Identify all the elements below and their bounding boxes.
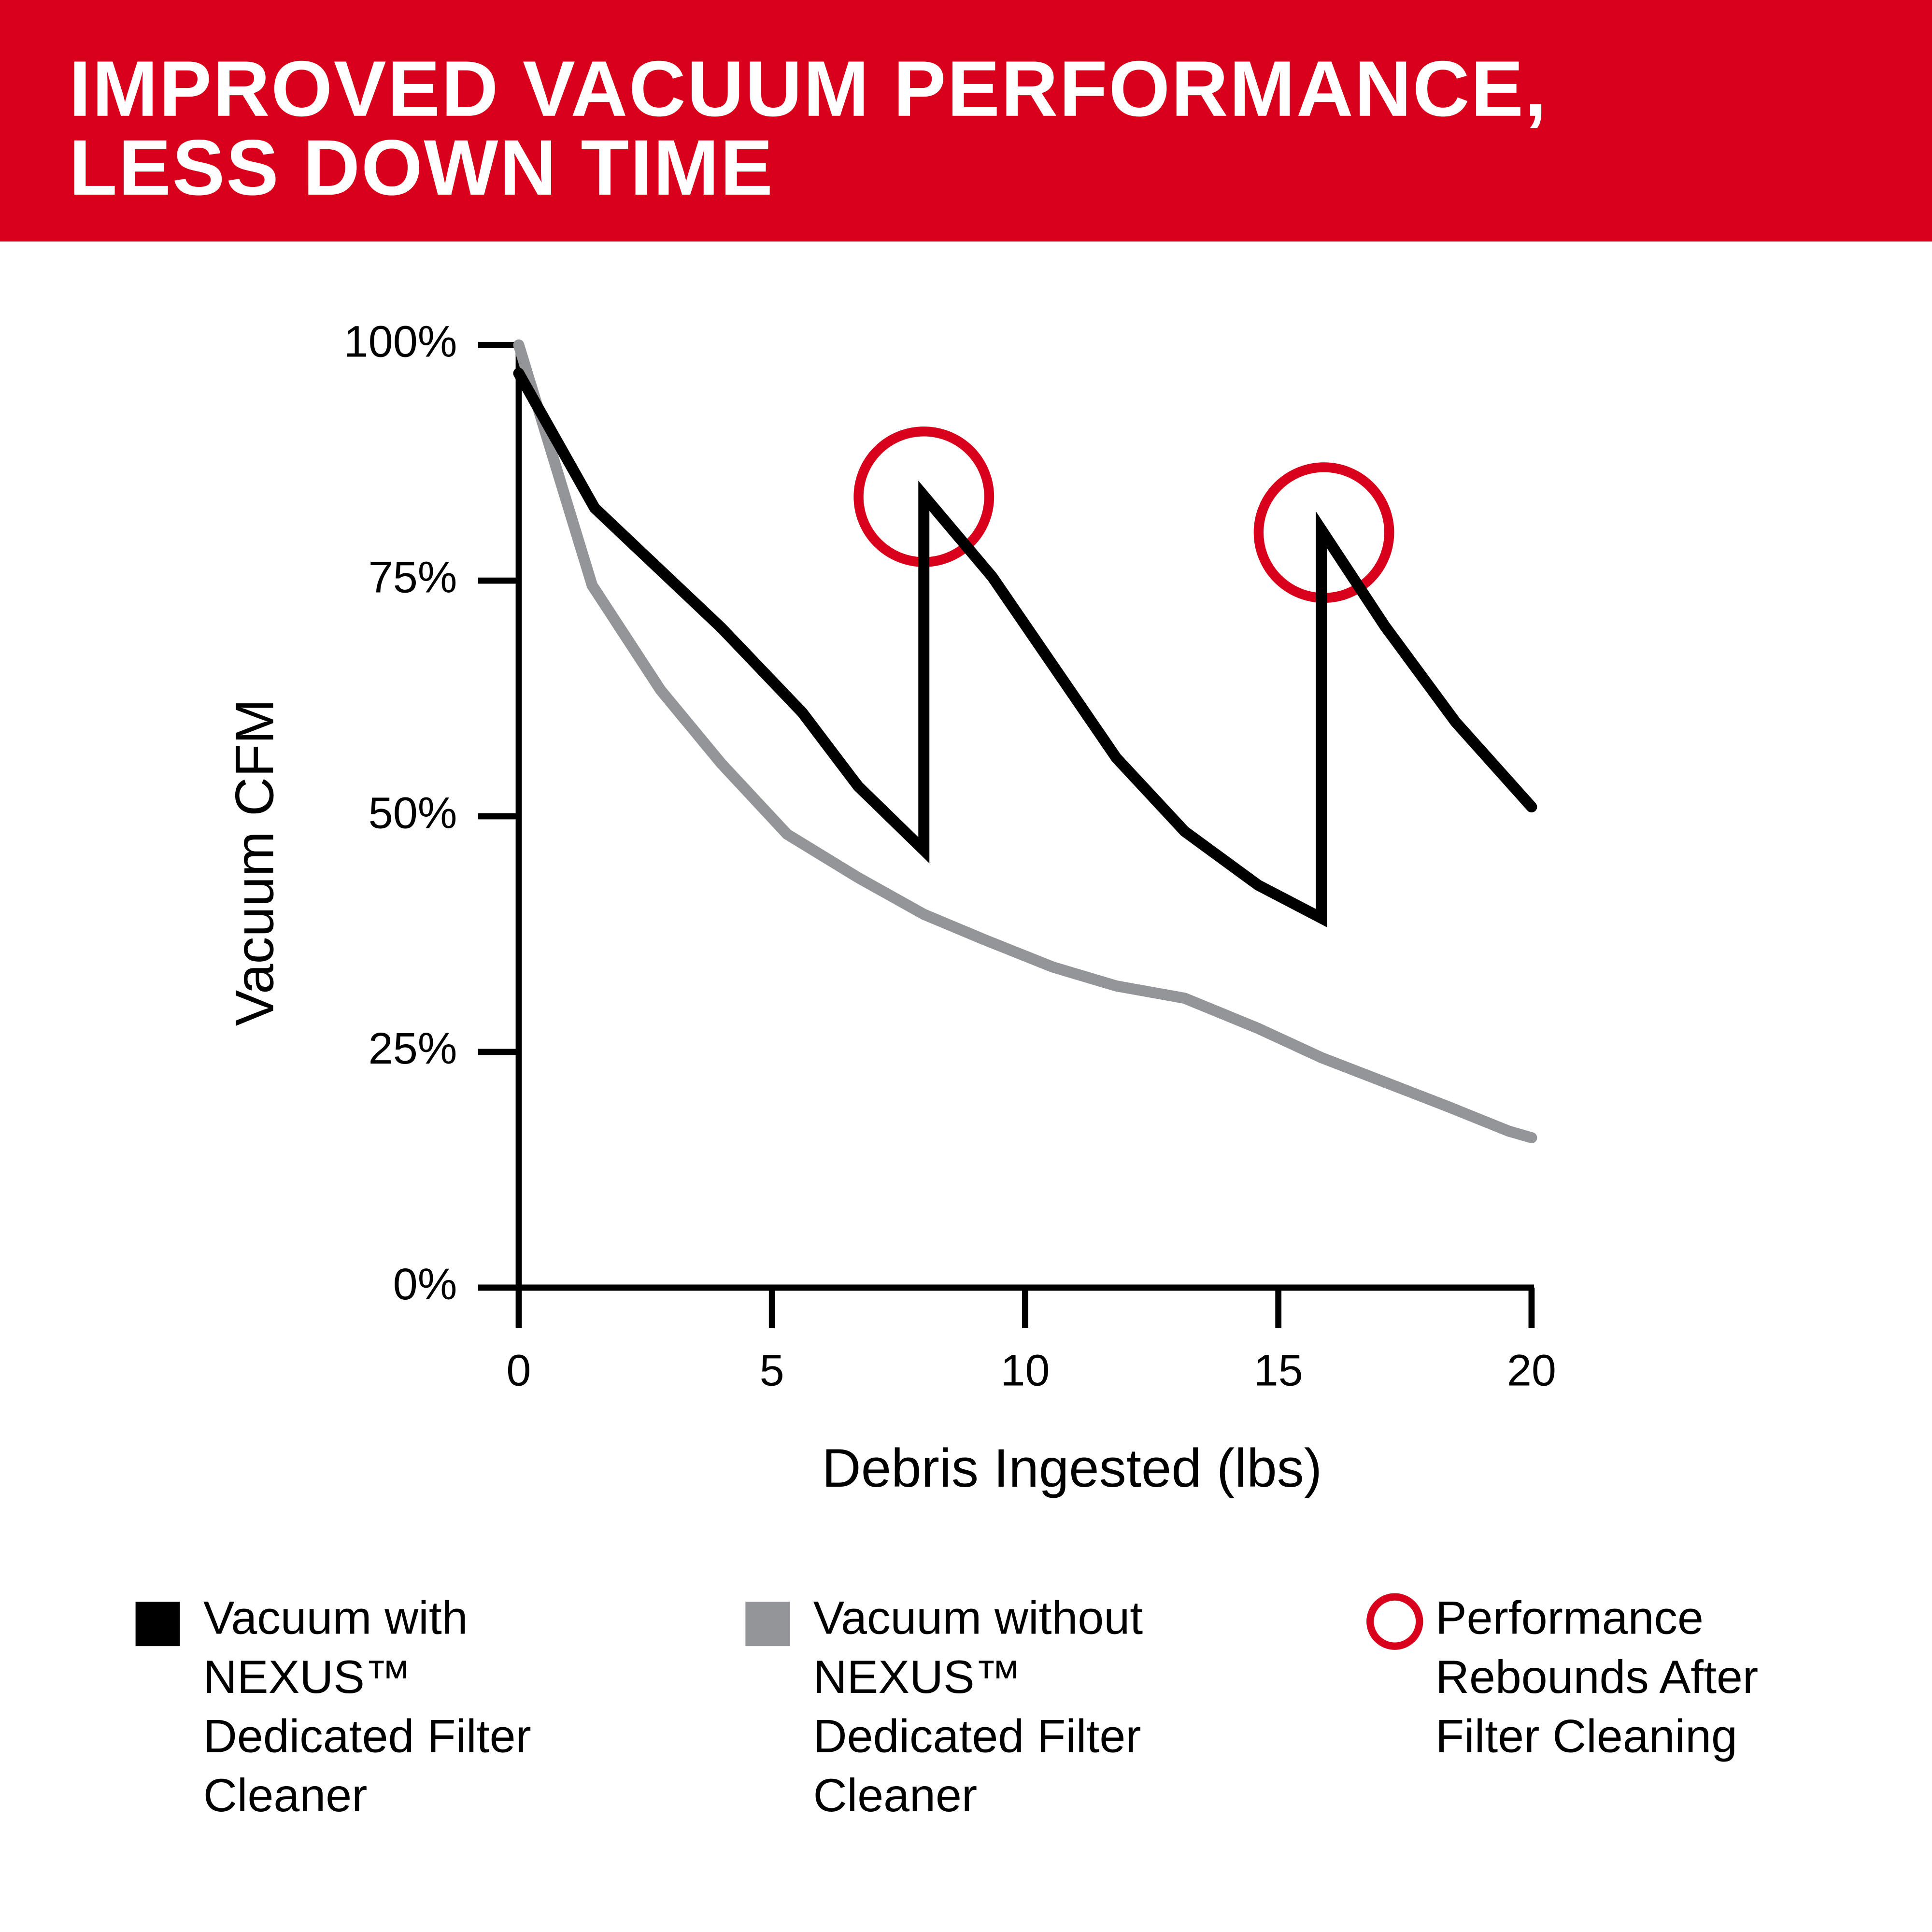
legend-box: Performance Rebounds After Filter Cleani… xyxy=(1435,1593,1759,1763)
y-tick-label: 0% xyxy=(393,1260,457,1309)
y-axis-label: Vacuum CFM xyxy=(224,699,284,1026)
y-tick-label: 50% xyxy=(369,788,457,838)
x-tick-label: 10 xyxy=(1000,1346,1050,1395)
legend-label: Vacuum with NEXUS™ Dedicated Filter Clea… xyxy=(203,1593,531,1822)
y-tick-label: 25% xyxy=(369,1024,457,1073)
x-tick-label: 5 xyxy=(760,1346,784,1395)
x-tick-label: 15 xyxy=(1254,1346,1303,1395)
title-box: IMPROVED VACUUM PERFORMANCE, LESS DOWN T… xyxy=(69,49,1548,212)
chart-title: IMPROVED VACUUM PERFORMANCE, LESS DOWN T… xyxy=(69,49,1548,212)
x-axis-label: Debris Ingested (lbs) xyxy=(822,1437,1322,1498)
header-band xyxy=(0,0,1932,242)
legend-label: Vacuum without NEXUS™ Dedicated Filter C… xyxy=(813,1593,1143,1822)
x-tick-label: 20 xyxy=(1507,1346,1556,1395)
series-line xyxy=(513,339,1537,1144)
series-line xyxy=(513,368,1537,927)
y-tick-label: 100% xyxy=(344,317,457,367)
legend-label: Performance Rebounds After Filter Cleani… xyxy=(1435,1593,1759,1763)
y-tick-label: 75% xyxy=(369,553,457,602)
legend-swatch xyxy=(1366,1593,1423,1650)
legend-swatch xyxy=(745,1602,790,1647)
legend-box: Vacuum without NEXUS™ Dedicated Filter C… xyxy=(813,1593,1143,1822)
x-tick-label: 0 xyxy=(506,1346,531,1395)
legend-swatch xyxy=(135,1602,180,1647)
legend-box: Vacuum with NEXUS™ Dedicated Filter Clea… xyxy=(203,1593,531,1822)
